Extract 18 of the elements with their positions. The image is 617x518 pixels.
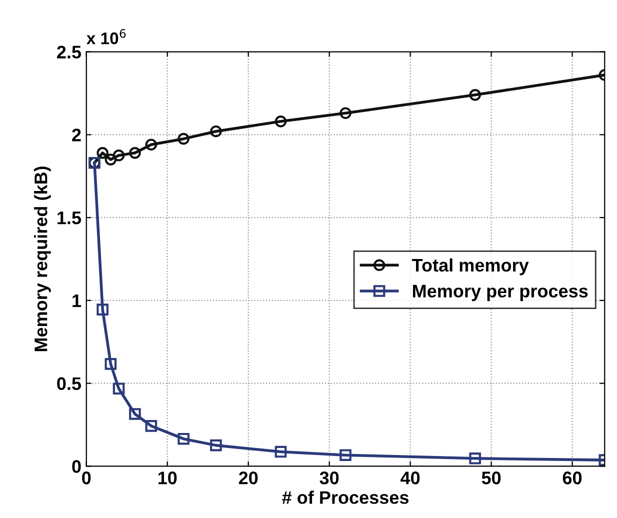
x-tick-label: 20 [238, 472, 258, 484]
y-tick-label: 0 [72, 460, 81, 473]
y-tick-label: 1 [72, 294, 82, 307]
y-tick-label: 0.5 [57, 377, 82, 390]
x-tick-label: 40 [400, 472, 420, 484]
x-tick-label: 50 [482, 472, 501, 484]
legend-label: Total memory [412, 258, 529, 276]
y-tick-label: 2.5 [57, 46, 82, 59]
x-tick-label: 30 [320, 472, 339, 484]
x-tick-label: 10 [158, 472, 177, 484]
y-tick-label: 2 [72, 128, 81, 142]
x-tick-label: 60 [562, 472, 582, 484]
legend-label: Memory per process [413, 284, 588, 302]
y-axis-title: Memory required (kB) [34, 166, 51, 352]
text: x 10$^{6}$ [86, 29, 126, 44]
x-axis-title: # of Processes [282, 490, 409, 504]
y-tick-label: 1.5 [58, 212, 82, 224]
x-tick-label: 0 [82, 472, 91, 484]
